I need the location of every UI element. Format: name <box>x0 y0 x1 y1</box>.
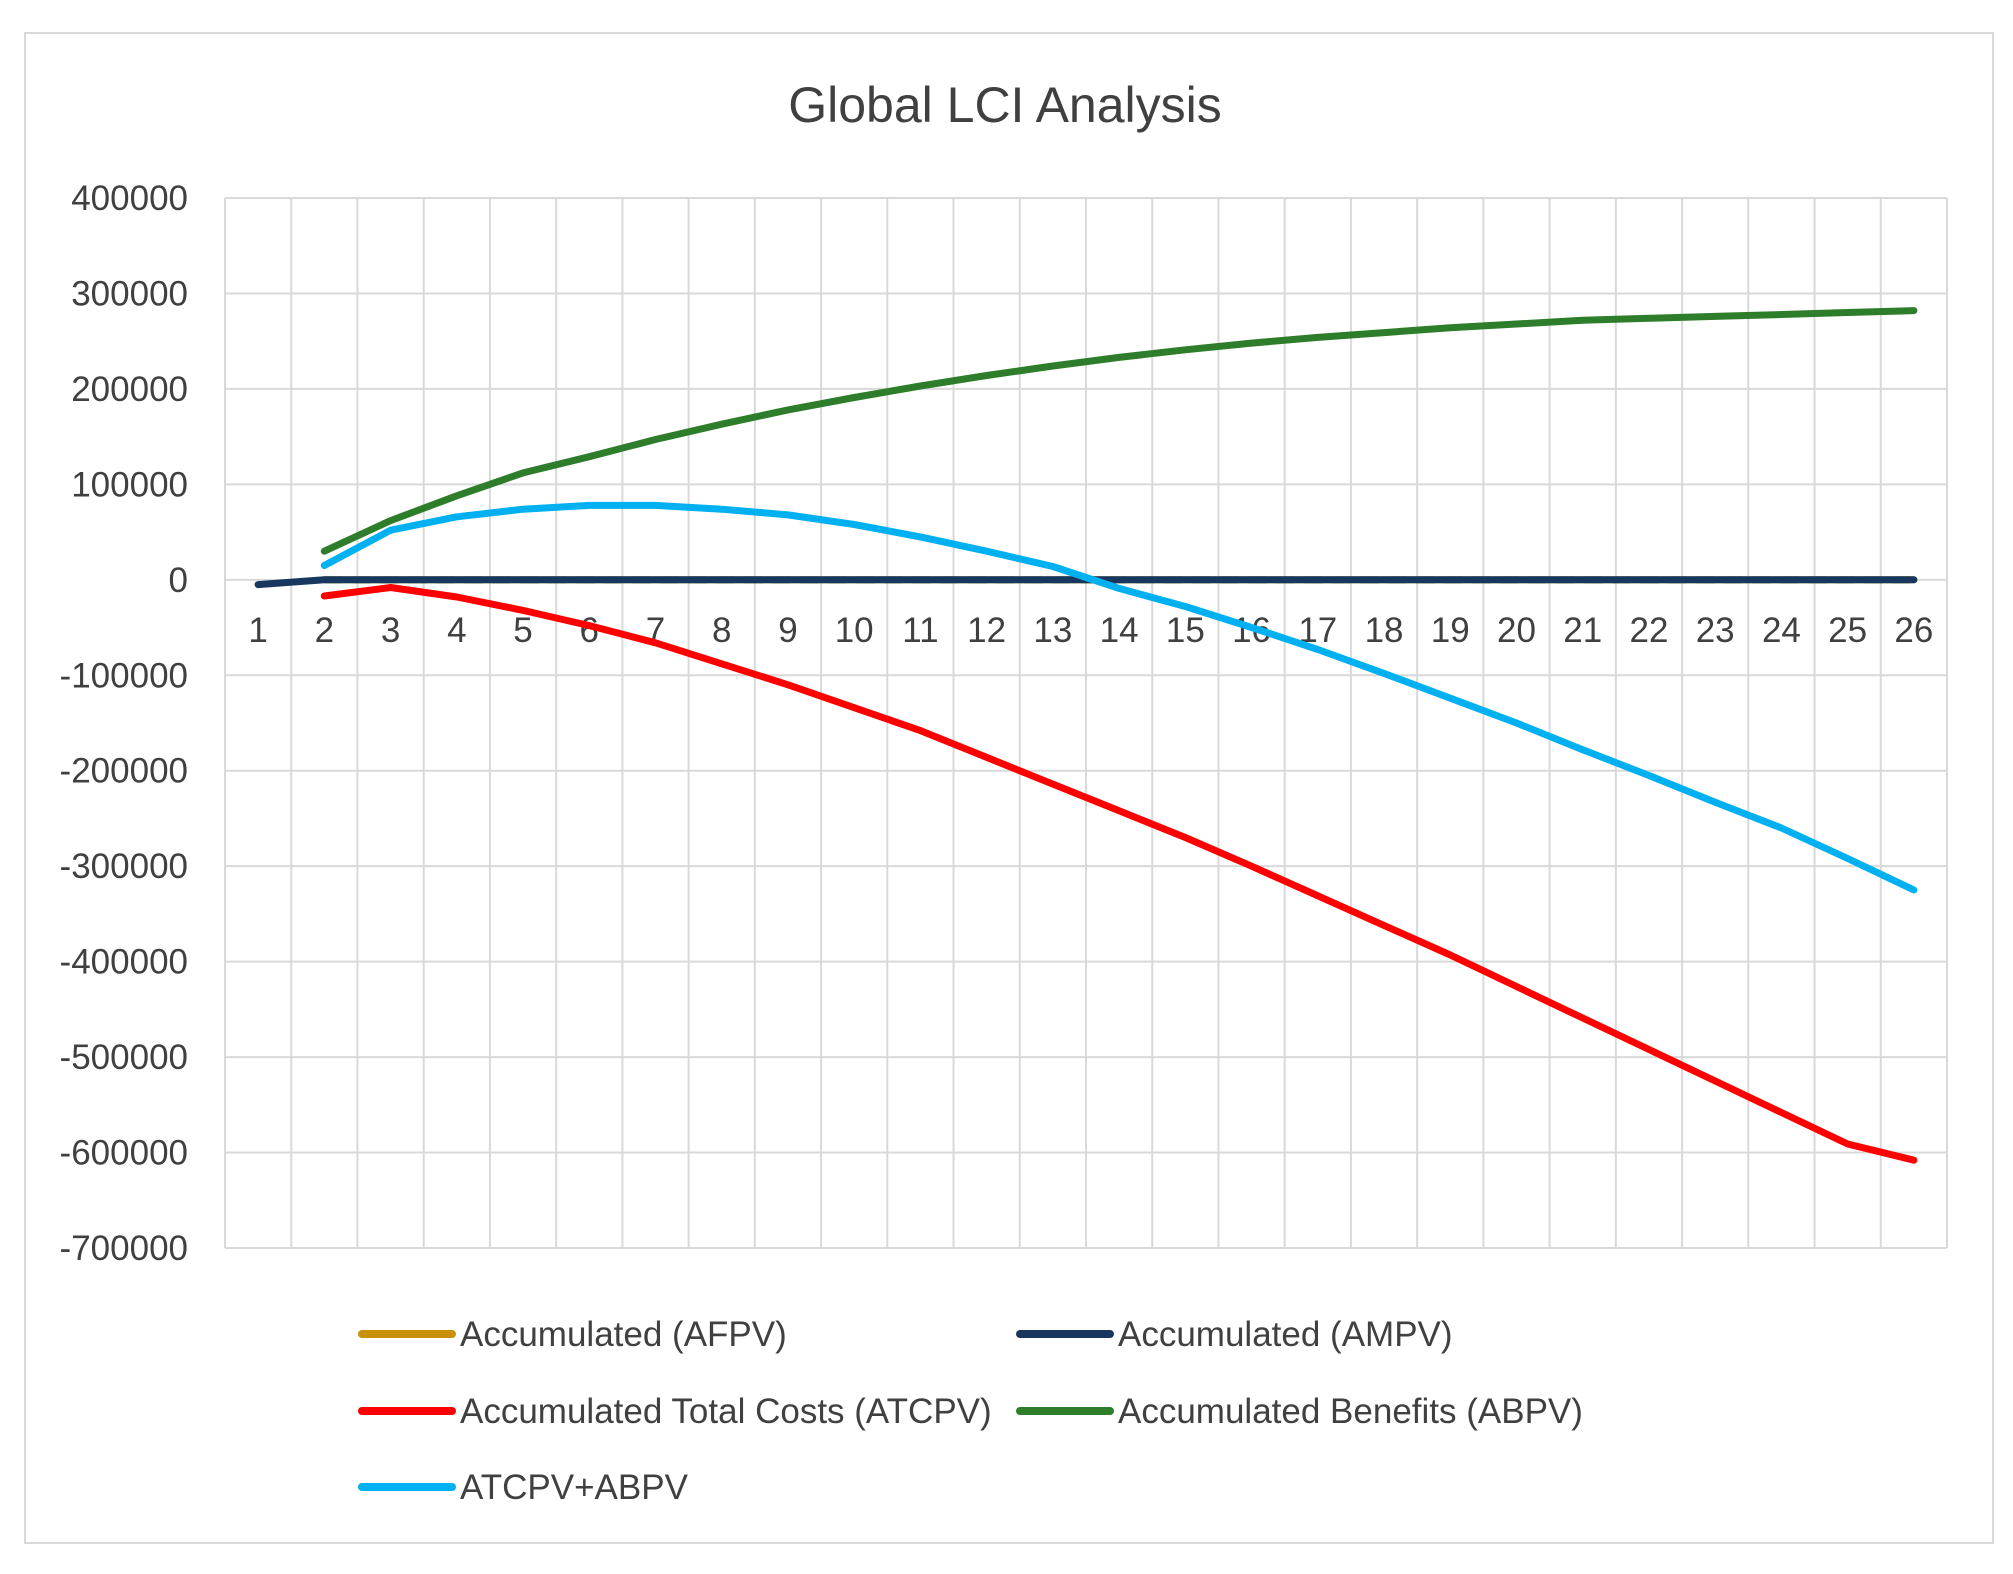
legend-label: Accumulated (AMPV) <box>1118 1315 1453 1354</box>
y-tick-label: -400000 <box>60 943 188 982</box>
x-tick-label: 22 <box>1629 611 1668 650</box>
x-tick-label: 4 <box>447 611 466 650</box>
x-tick-label: 23 <box>1696 611 1735 650</box>
y-tick-label: 400000 <box>71 179 188 218</box>
series-line-atcpv-abpv <box>320 501 1918 894</box>
x-tick-label: 20 <box>1497 611 1536 650</box>
x-tick-label: 1 <box>248 611 267 650</box>
x-tick-label: 5 <box>513 611 532 650</box>
x-tick-label: 6 <box>580 611 599 650</box>
x-tick-label: 13 <box>1033 611 1072 650</box>
x-tick-label: 15 <box>1166 611 1205 650</box>
y-axis-ticks: 400000 300000 200000 100000 0 -100000 -200000 -… <box>60 179 188 1268</box>
chart-frame <box>24 32 1994 1544</box>
x-axis-ticks: 1 2 3 4 5 6 7 8 9 10 11 12 13 14 15 16 17 18 19 20 21 22 23 24 2… <box>248 611 1933 650</box>
x-tick-label: 25 <box>1828 611 1867 650</box>
legend-label: Accumulated (AFPV) <box>460 1315 787 1354</box>
x-tick-label: 14 <box>1100 611 1139 650</box>
y-tick-label: -100000 <box>60 656 188 695</box>
y-tick-label: 0 <box>169 561 188 600</box>
y-tick-label: 100000 <box>71 465 188 504</box>
chart-title: Global LCI Analysis <box>788 77 1222 133</box>
series-line-accumulated-benefits-abpv <box>320 307 1918 555</box>
x-tick-label: 3 <box>381 611 400 650</box>
x-tick-label: 11 <box>902 611 938 650</box>
x-tick-label: 19 <box>1431 611 1470 650</box>
series-lines <box>254 307 1918 1164</box>
y-tick-label: -200000 <box>60 752 188 791</box>
x-tick-label: 8 <box>712 611 731 650</box>
x-tick-label: 2 <box>315 611 334 650</box>
y-tick-label: -600000 <box>60 1134 188 1173</box>
y-tick-label: -300000 <box>60 847 188 886</box>
x-tick-label: 18 <box>1365 611 1404 650</box>
y-tick-label: -500000 <box>60 1038 188 1077</box>
legend-label: ATCPV+ABPV <box>460 1468 689 1507</box>
legend: Accumulated (AFPV) Accumulated (AMPV) Accu… <box>358 1315 1583 1507</box>
gridlines <box>224 197 1948 1249</box>
legend-label: Accumulated Total Costs (ATCPV) <box>460 1392 992 1431</box>
x-tick-label: 24 <box>1762 611 1801 650</box>
y-tick-label: 200000 <box>71 370 188 409</box>
series-line-accumulated-total-costs-atcpv <box>320 584 1918 1164</box>
x-tick-label: 9 <box>778 611 797 650</box>
legend-label: Accumulated Benefits (ABPV) <box>1118 1392 1583 1431</box>
x-tick-label: 10 <box>835 611 874 650</box>
x-tick-label: 12 <box>967 611 1006 650</box>
y-tick-label: 300000 <box>71 274 188 313</box>
y-tick-label: -700000 <box>60 1229 188 1268</box>
x-tick-label: 21 <box>1563 611 1602 650</box>
x-tick-label: 26 <box>1894 611 1933 650</box>
